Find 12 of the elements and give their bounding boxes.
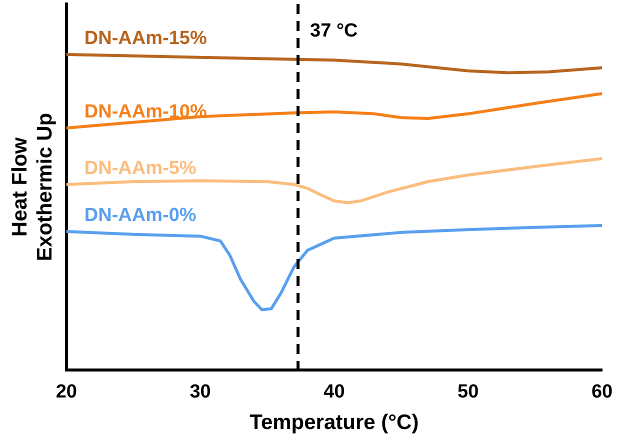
x-tick-label: 60 xyxy=(591,382,613,403)
x-tick-label: 30 xyxy=(190,382,211,403)
x-tick-label: 50 xyxy=(458,382,479,403)
x-tick-label: 20 xyxy=(56,382,77,403)
series-label: DN-AAm-10% xyxy=(84,102,207,123)
x-axis-title: Temperature (°C) xyxy=(250,411,419,434)
x-tick-label: 40 xyxy=(324,382,345,403)
y-axis-title: Heat Flow Exothermic Up xyxy=(8,112,57,262)
series-label: DN-AAm-5% xyxy=(84,158,196,180)
series-label: DN-AAm-15% xyxy=(84,28,207,50)
series-label: DN-AAm-0% xyxy=(84,205,196,226)
ref-line-label: 37 °C xyxy=(310,20,358,42)
